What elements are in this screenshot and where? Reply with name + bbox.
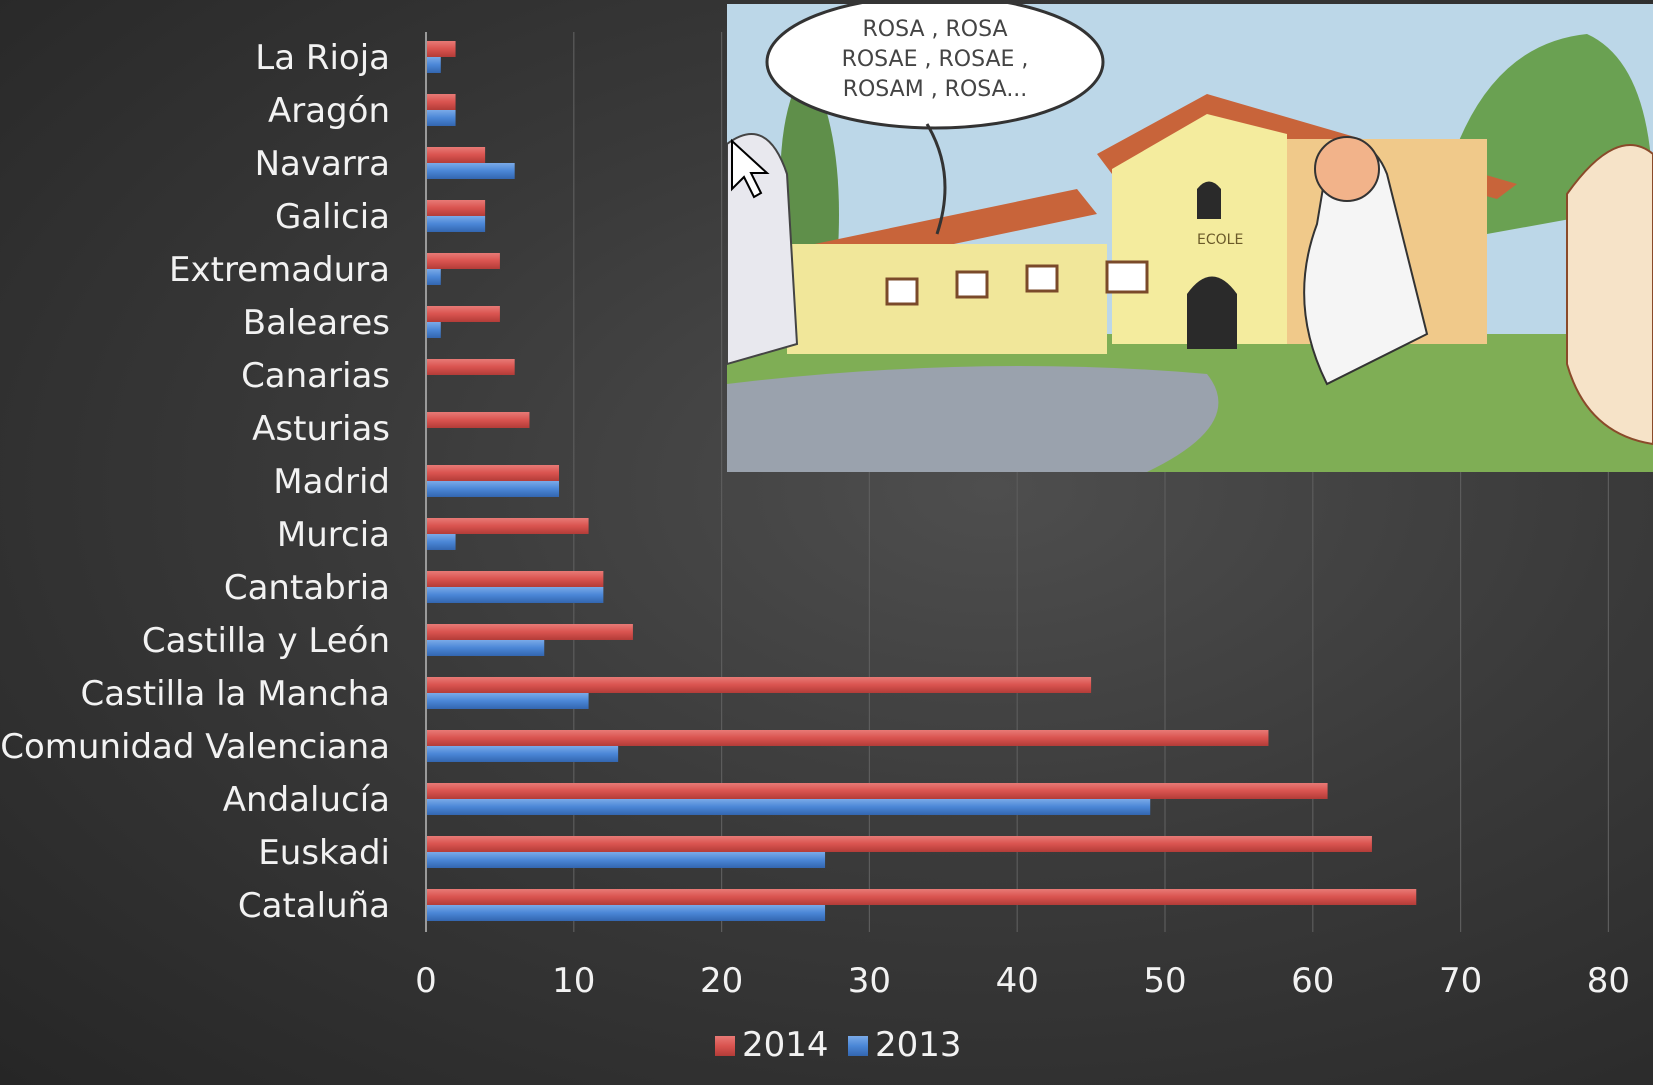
bar-2014 (426, 94, 456, 110)
x-tick-label: 30 (848, 961, 891, 1001)
bar-2013 (426, 640, 545, 656)
comic-character-head (1314, 136, 1380, 202)
bar-2013 (426, 693, 589, 709)
category-label: Andalucía (223, 780, 390, 820)
category-label: Navarra (255, 144, 390, 184)
comic-window-top (1197, 181, 1221, 219)
bar-2014 (426, 306, 500, 322)
bar-2014 (426, 253, 500, 269)
bar-2014 (426, 465, 560, 481)
category-label: Canarias (241, 356, 390, 396)
x-tick-label: 80 (1587, 961, 1630, 1001)
bars (426, 41, 1417, 921)
bar-2014 (426, 571, 604, 587)
category-label: Madrid (273, 462, 390, 502)
bar-2014 (426, 783, 1328, 799)
comic-path (727, 366, 1219, 472)
comic-school-front (1112, 114, 1287, 344)
x-tick-label: 50 (1143, 961, 1186, 1001)
cursor-arrow-icon (731, 138, 770, 199)
bar-2013 (426, 57, 441, 73)
bar-2014 (426, 412, 530, 428)
speech-line-3: ROSAM , ROSA... (843, 77, 1028, 102)
bar-2014 (426, 730, 1269, 746)
bar-2014 (426, 677, 1092, 693)
category-label: La Rioja (255, 38, 390, 78)
bar-2013 (426, 905, 826, 921)
legend-swatch-2013 (848, 1036, 868, 1056)
bar-2013 (426, 852, 826, 868)
comic-door (1187, 276, 1237, 349)
bar-2013 (426, 587, 604, 603)
comic-window (1105, 260, 1149, 294)
legend: 2014 2013 (715, 1025, 962, 1065)
x-tick-label: 20 (700, 961, 743, 1001)
category-label: Asturias (252, 409, 390, 449)
category-labels: La Rioja Aragón Navarra Galicia Extremadura B… (0, 38, 390, 926)
speech-line-1: ROSA , ROSA (862, 17, 1007, 42)
category-label: Murcia (277, 515, 390, 555)
category-label: Castilla y León (142, 621, 390, 661)
comic-window (955, 270, 989, 299)
comic-window (1025, 264, 1059, 293)
bar-2014 (426, 836, 1372, 852)
bar-2014 (426, 200, 486, 216)
category-label: Aragón (268, 91, 390, 131)
category-label: Baleares (243, 303, 390, 343)
bar-2014 (426, 359, 515, 375)
x-tick-label: 60 (1291, 961, 1334, 1001)
bar-2013 (426, 163, 515, 179)
legend-swatch-2014 (715, 1036, 735, 1056)
comic-window (885, 277, 919, 306)
category-label: Castilla la Mancha (81, 674, 391, 714)
legend-item-2014: 2014 (715, 1025, 829, 1065)
comic-school-wing (787, 244, 1107, 354)
legend-label-2013: 2013 (875, 1025, 962, 1065)
x-tick-labels: 0 10 20 30 40 50 60 70 80 (415, 961, 1630, 1001)
x-tick-label: 10 (552, 961, 595, 1001)
bar-2013 (426, 322, 441, 338)
bar-2013 (426, 799, 1151, 815)
category-label: Extremadura (169, 250, 390, 290)
category-label: Euskadi (258, 833, 390, 873)
comic-illustration: ECOLE ROSA , ROSA ROSAE , ROSAE , ROSAM … (727, 4, 1653, 472)
legend-item-2013: 2013 (848, 1025, 962, 1065)
bar-2014 (426, 147, 486, 163)
bar-2014 (426, 889, 1417, 905)
comic-left-figure (727, 133, 799, 366)
bar-2013 (426, 481, 560, 497)
bar-2013 (426, 216, 486, 232)
x-tick-label: 70 (1439, 961, 1482, 1001)
category-label: Cantabria (224, 568, 390, 608)
category-label: Cataluña (238, 886, 390, 926)
speech-line-2: ROSAE , ROSAE , (842, 47, 1029, 72)
bar-2013 (426, 110, 456, 126)
legend-label-2014: 2014 (742, 1025, 829, 1065)
bar-2013 (426, 269, 441, 285)
bar-2014 (426, 41, 456, 57)
comic-sign: ECOLE (1197, 232, 1243, 248)
bar-2013 (426, 746, 619, 762)
bar-2014 (426, 624, 633, 640)
category-label: Comunidad Valenciana (0, 727, 390, 767)
comic-trees (780, 64, 839, 264)
bar-2014 (426, 518, 589, 534)
category-label: Galicia (275, 197, 390, 237)
comic-speech-tail (925, 123, 947, 235)
bar-2013 (426, 534, 456, 550)
x-tick-label: 0 (415, 961, 437, 1001)
comic-speech-bubble (765, 4, 1105, 130)
x-tick-label: 40 (996, 961, 1039, 1001)
